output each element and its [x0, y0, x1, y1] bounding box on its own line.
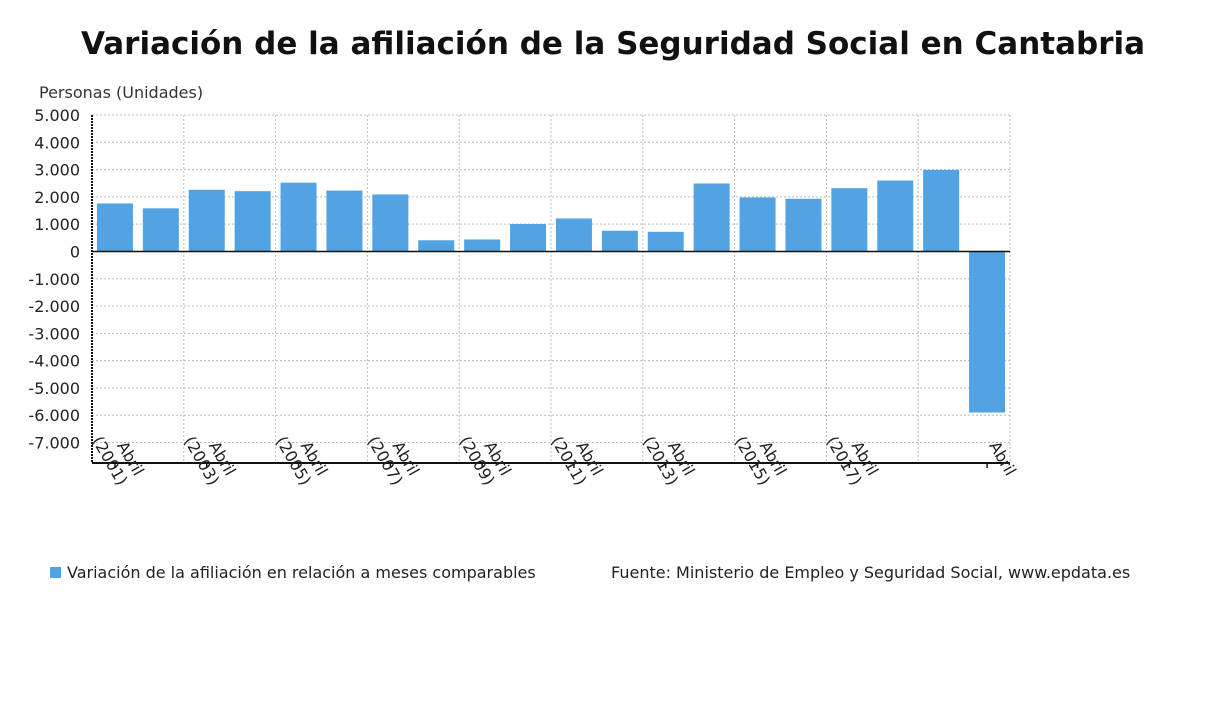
y-tick-label: -1.000: [28, 270, 80, 289]
y-tick-label: -5.000: [28, 379, 80, 398]
bar: [923, 169, 960, 252]
bar: [142, 208, 179, 252]
x-tick-label-month: Abril: [985, 438, 1020, 479]
legend-label: Variación de la afiliación en relación a…: [67, 563, 536, 582]
y-tick-label: -3.000: [28, 324, 80, 343]
bar: [188, 189, 225, 252]
x-tick-label: Abril(2001): [88, 423, 148, 488]
y-tick-label: -7.000: [28, 434, 80, 453]
bar: [601, 230, 638, 252]
bar: [464, 239, 501, 252]
y-tick-label: -4.000: [28, 352, 80, 371]
chart-title: Variación de la afiliación de la Segurid…: [80, 26, 1146, 62]
legend: Variación de la afiliación en relación a…: [50, 563, 536, 582]
x-tick-label: Abril(2013): [639, 423, 699, 488]
y-tick-label: 4.000: [34, 133, 80, 152]
y-tick-label: 3.000: [34, 161, 80, 180]
y-axis-label: Personas (Unidades): [39, 83, 204, 102]
bar: [372, 194, 409, 252]
x-tick-label: Abril(2009): [456, 423, 516, 488]
y-tick-label: 0: [70, 242, 80, 261]
bar: [280, 182, 317, 252]
bar: [969, 251, 1006, 413]
bar: [831, 188, 868, 252]
bar: [418, 240, 455, 252]
bar: [693, 183, 730, 252]
x-tick-label: Abril(2005): [272, 423, 332, 488]
x-tick-label: Abril(2015): [731, 423, 791, 488]
bar: [739, 197, 776, 252]
bar: [555, 218, 592, 252]
y-tick-label: -6.000: [28, 406, 80, 425]
x-tick-label: Abril(2017): [823, 423, 883, 488]
y-tick-label: 5.000: [34, 106, 80, 125]
source-note: Fuente: Ministerio de Empleo y Seguridad…: [611, 563, 1131, 582]
bar: [96, 203, 133, 252]
bar: [647, 231, 684, 252]
bar: [234, 191, 271, 252]
y-tick-label: 2.000: [34, 188, 80, 207]
x-tick-label: Abril: [985, 438, 1020, 479]
bar: [877, 180, 914, 252]
x-tick-label: Abril(2007): [364, 423, 424, 488]
x-tick-label: Abril(2011): [547, 423, 607, 488]
y-tick-label: -2.000: [28, 297, 80, 316]
y-tick-label: 1.000: [34, 215, 80, 234]
legend-swatch: [50, 567, 61, 578]
bar: [785, 198, 822, 252]
bar: [510, 223, 547, 252]
bar: [326, 190, 363, 252]
x-tick-label: Abril(2003): [180, 423, 240, 488]
